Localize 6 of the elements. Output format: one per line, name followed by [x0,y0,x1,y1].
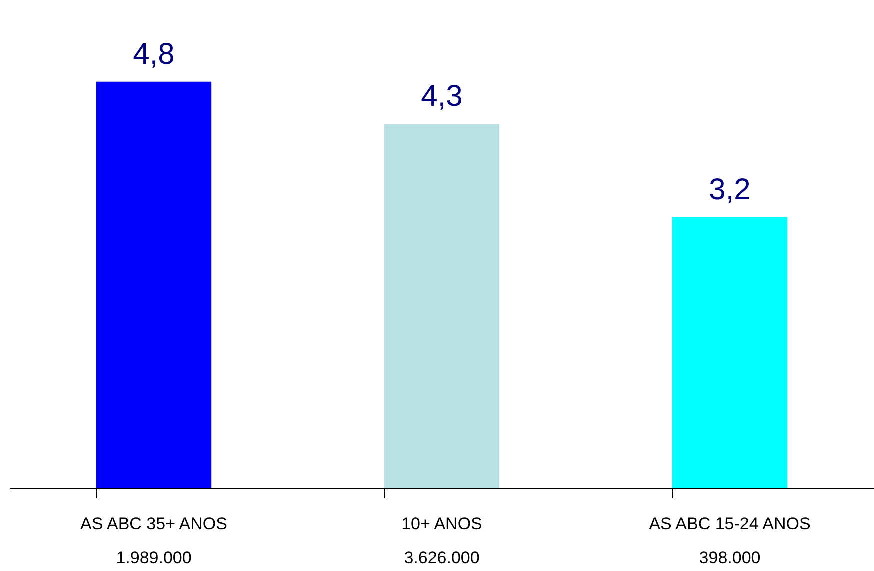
data-label: 3,2 [709,173,751,206]
x-tick-label: AS ABC 15-24 ANOS 398.000 [649,514,811,568]
x-tick-label: 10+ ANOS 3.626.000 [402,514,482,568]
x-tick-label: AS ABC 35+ ANOS 1.989.000 [80,514,228,568]
data-label: 4,3 [421,80,463,114]
data-label: 4,8 [133,38,175,71]
